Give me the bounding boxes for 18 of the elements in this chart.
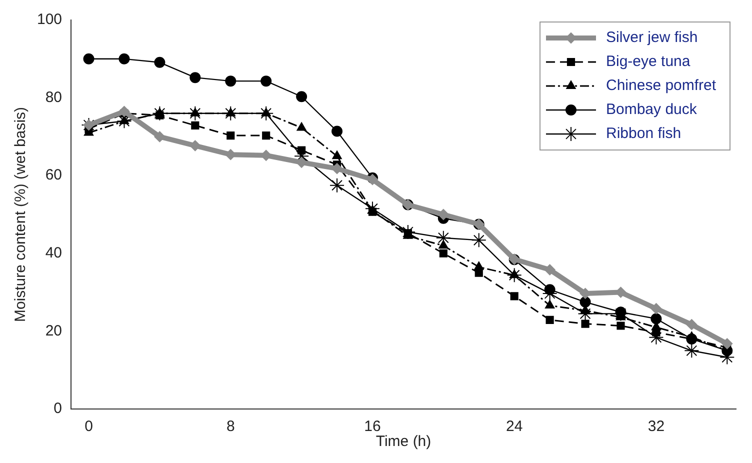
x-tick-label: 0 xyxy=(84,418,93,436)
legend-label: Bombay duck xyxy=(606,101,698,118)
y-tick-label: 40 xyxy=(45,244,62,262)
y-tick-label: 80 xyxy=(45,88,62,106)
y-tick-label: 20 xyxy=(45,322,62,340)
x-tick-label: 32 xyxy=(648,418,665,436)
legend-label: Silver jew fish xyxy=(606,29,698,46)
x-tick-label: 16 xyxy=(364,418,381,436)
x-tick-label: 24 xyxy=(506,418,523,436)
legend-label: Chinese pomfret xyxy=(606,77,717,94)
y-axis-title: Moisture content (%) (wet basis) xyxy=(12,106,30,322)
x-axis-title: Time (h) xyxy=(376,433,432,450)
y-tick-label: 100 xyxy=(36,11,62,28)
legend-label: Ribbon fish xyxy=(606,125,682,142)
y-tick-label: 60 xyxy=(45,166,62,184)
x-tick-label: 8 xyxy=(226,418,235,436)
legend-label: Big-eye tuna xyxy=(606,53,691,70)
y-tick-label: 0 xyxy=(54,400,62,418)
